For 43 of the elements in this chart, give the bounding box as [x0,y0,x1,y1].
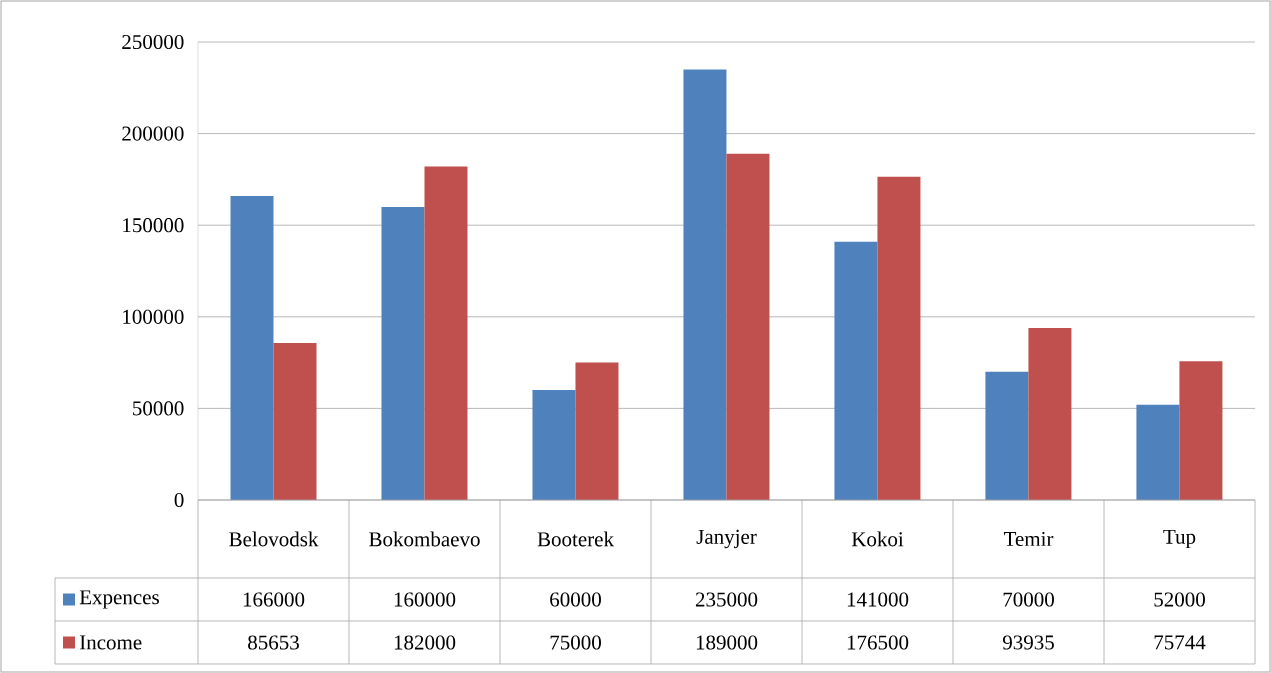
y-tick-label: 200000 [122,126,184,141]
x-tick-label: Temir [1003,531,1054,547]
data-label: 235000 [695,592,758,607]
data-label: 60000 [550,592,601,607]
y-tick-label: 50000 [133,401,184,416]
bar [877,176,921,500]
bar [1028,327,1072,500]
x-tick-label: Kokoi [851,531,904,547]
bar [1136,404,1180,500]
y-tick-label: 250000 [122,34,184,50]
bar [1179,361,1223,500]
x-tick-label: Janyjer [696,529,757,549]
y-tick-label: 150000 [123,218,184,233]
bar [985,371,1029,500]
data-label: 93935 [1002,635,1054,650]
bar [424,166,468,500]
bar [273,343,317,500]
bar [575,362,619,500]
bar [683,69,727,500]
x-tick-label: Bokombaevo [369,531,480,547]
bar [726,153,770,500]
data-label: 189000 [696,635,758,650]
bar [230,195,274,500]
data-label: 85653 [248,635,299,650]
data-label: 52000 [1154,592,1205,607]
legend-label: Income [79,635,142,650]
data-label: 182000 [394,635,456,650]
legend-label: Expences [79,590,159,609]
bar [834,241,878,500]
bar [532,390,576,500]
x-tick-label: Booterek [537,531,615,547]
x-tick-label: Belovodsk [229,531,319,547]
y-tick-label: 100000 [123,309,184,324]
bar [381,206,425,500]
data-label: 141000 [847,592,909,607]
data-label: 70000 [1003,592,1054,607]
data-label: 176500 [847,635,909,650]
y-tick-label: 0 [174,492,184,508]
data-label: 75000 [550,635,601,650]
data-label: 166000 [243,592,305,607]
x-tick-label: Tup [1163,529,1196,549]
data-label: 75744 [1154,635,1206,650]
data-label: 160000 [394,592,456,607]
